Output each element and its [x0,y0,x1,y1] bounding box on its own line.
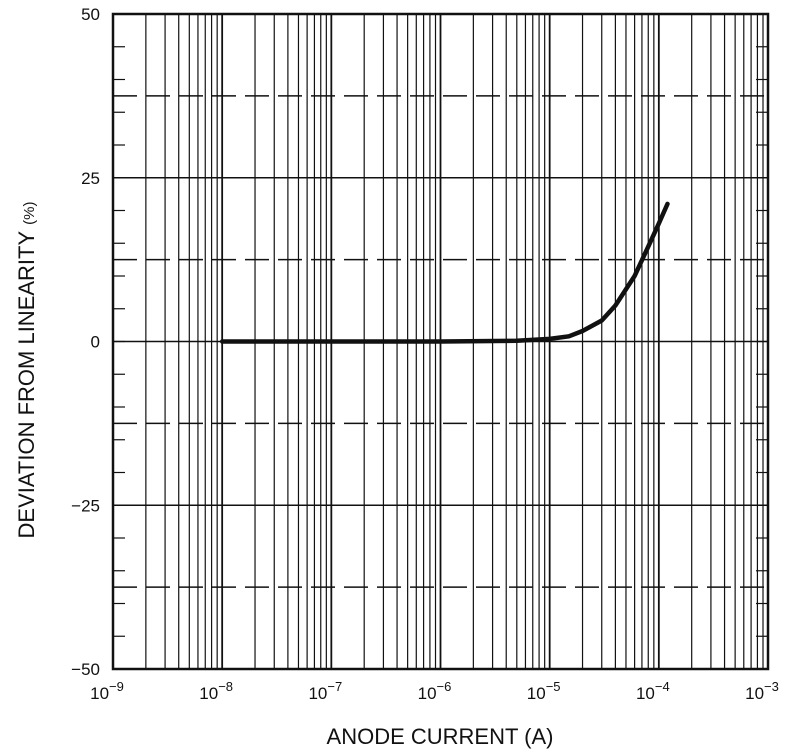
x-tick-label: 10−9 [90,679,124,703]
y-axis-title: DEVIATION FROM LINEARITY (%) [14,202,39,539]
x-tick-label: 10−8 [199,679,233,703]
x-tick-label: 10−6 [418,679,452,703]
x-axis-title: ANODE CURRENT (A) [327,724,554,749]
x-tick-label: 10−5 [527,679,561,703]
x-tick-label: 10−7 [308,679,342,703]
y-axis-unit: (%) [21,202,38,225]
y-tick-labels: 50 25 0 −25 −50 [71,5,100,679]
x-tick-label: 10−4 [636,679,670,703]
plot-frame [111,12,770,671]
series-line [219,201,670,344]
x-tick-labels: 10−9 10−8 10−7 10−6 10−5 10−4 10−3 [90,679,779,703]
y-tick-label: 50 [81,5,100,24]
x-tick-label: 10−3 [745,679,779,703]
y-tick-label: −25 [71,496,100,515]
y-tick-label: 0 [91,333,100,352]
y-axis-label: DEVIATION FROM LINEARITY [14,231,39,539]
series-layer [219,201,670,344]
y-tick-label: 25 [81,169,100,188]
y-tick-label: −50 [71,660,100,679]
